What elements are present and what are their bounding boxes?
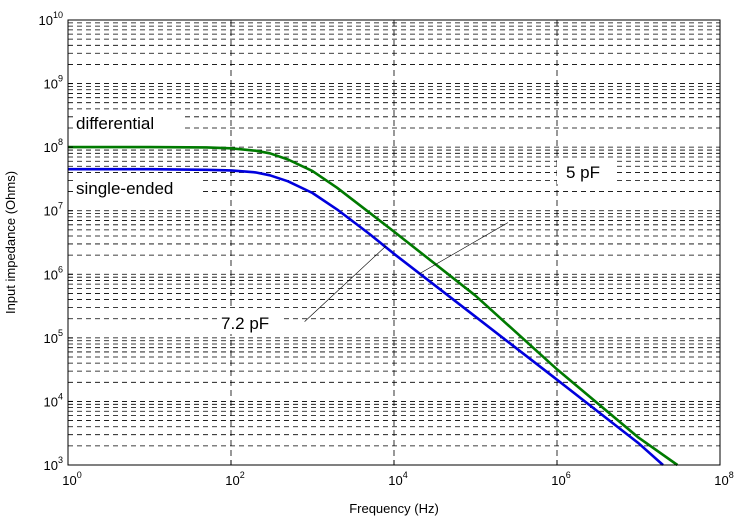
y-tick-label: 107 [44, 201, 63, 219]
label-background [73, 175, 201, 199]
label-background [218, 310, 282, 334]
y-tick-label: 106 [44, 264, 63, 282]
x-tick-label: 106 [551, 470, 570, 488]
annotation-single-ended: single-ended [76, 179, 173, 198]
callout-line-7-2pf [304, 245, 387, 322]
annotation-7-2pf: 7.2 pF [221, 314, 269, 333]
x-tick-label: 100 [62, 470, 81, 488]
x-axis-label: Frequency (Hz) [349, 501, 439, 516]
x-tick-label: 108 [714, 470, 733, 488]
annotation-5pf: 5 pF [566, 163, 600, 182]
y-tick-label: 103 [44, 455, 63, 473]
series-lines [68, 145, 679, 467]
callout-line-5pf [418, 222, 509, 275]
callouts [73, 110, 613, 334]
series-line-single-ended [68, 167, 664, 466]
series-line-differential [68, 145, 679, 467]
label-background [557, 158, 613, 184]
y-axis-label: Input impedance (Ohms) [3, 171, 18, 314]
label-background [73, 110, 183, 134]
x-tick-label: 102 [225, 470, 244, 488]
tick-labels: 100 102 104 106 108 103 104 105 106 107 108 109 1010 [39, 10, 734, 488]
y-tick-label: 109 [44, 74, 63, 92]
annotation-differential: differential [76, 114, 154, 133]
y-tick-label: 108 [44, 137, 63, 155]
y-tick-label: 104 [44, 391, 63, 409]
y-tick-label: 1010 [39, 10, 63, 28]
x-tick-label: 104 [388, 470, 407, 488]
grid [68, 20, 720, 465]
y-tick-label: 105 [44, 328, 63, 346]
